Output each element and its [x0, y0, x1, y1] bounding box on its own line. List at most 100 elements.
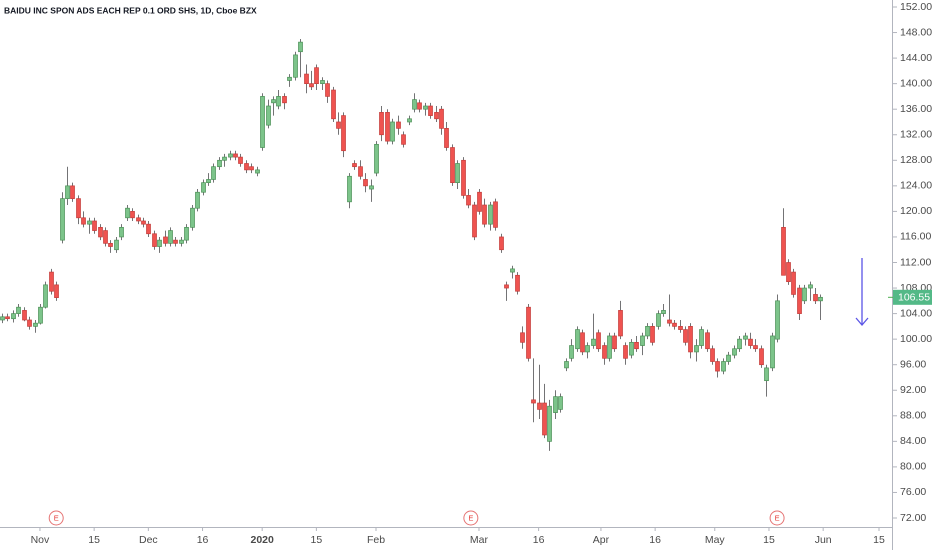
candle — [537, 364, 542, 419]
candle-body — [748, 338, 753, 346]
candle — [499, 233, 504, 253]
y-tick-label: 104.00 — [900, 307, 932, 319]
candle — [358, 160, 363, 180]
earnings-label: E — [54, 513, 59, 522]
candle-body — [786, 262, 791, 283]
candle-body — [537, 402, 542, 410]
candle — [786, 259, 791, 285]
candle-body — [455, 163, 460, 184]
candle-body — [743, 335, 748, 340]
candle — [65, 166, 70, 206]
x-tick-label: Jun — [815, 534, 832, 546]
candle — [309, 70, 314, 91]
candle — [439, 106, 444, 135]
candle-body — [526, 306, 531, 359]
y-tick-label: 88.00 — [900, 410, 926, 422]
candle-body — [304, 73, 309, 84]
candle-body — [407, 118, 412, 123]
candle — [596, 329, 601, 352]
candle — [721, 358, 726, 375]
candle-body — [591, 338, 596, 346]
candle-body — [390, 121, 395, 142]
candle-body — [607, 335, 612, 359]
candle — [705, 329, 710, 352]
candle-body — [201, 182, 206, 193]
candle — [477, 189, 482, 215]
candle — [16, 304, 21, 317]
candle-body — [331, 89, 336, 120]
y-tick-label: 148.00 — [900, 26, 932, 38]
candle — [683, 326, 688, 346]
candle-body — [217, 159, 222, 168]
candle — [11, 310, 16, 323]
candle-body — [119, 227, 124, 238]
candle — [612, 332, 617, 352]
chart-title: BAIDU INC SPON ADS EACH REP 0.1 ORD SHS,… — [4, 5, 257, 15]
candle-body — [396, 121, 401, 129]
candle-body — [54, 284, 59, 298]
candle-body — [81, 217, 86, 225]
candle — [146, 220, 151, 237]
candle — [715, 358, 720, 378]
candle-body — [764, 367, 769, 382]
x-tick-label: 2020 — [250, 534, 274, 546]
candle-body — [358, 166, 363, 177]
candle — [195, 189, 200, 212]
candle — [244, 160, 249, 174]
candle-body — [49, 271, 54, 292]
candle — [168, 227, 173, 247]
candle-body — [43, 284, 48, 308]
candle — [206, 173, 211, 186]
candle — [282, 93, 287, 110]
candle — [49, 268, 54, 295]
y-tick-label: 72.00 — [900, 512, 926, 524]
x-tick-label: 15 — [763, 534, 775, 546]
candle — [618, 300, 623, 340]
candle-body — [553, 396, 558, 413]
candle-body — [352, 163, 357, 168]
candle — [293, 51, 298, 81]
candle — [119, 224, 124, 241]
candle-body — [797, 287, 802, 314]
candle — [737, 335, 742, 352]
last-price-box — [893, 289, 932, 305]
candle-body — [108, 242, 113, 247]
candle — [575, 326, 580, 352]
candle-body — [444, 128, 449, 148]
y-tick-label: 120.00 — [900, 205, 932, 217]
candle — [526, 304, 531, 362]
candle-body — [287, 76, 292, 81]
candle — [726, 351, 731, 365]
candle-body — [623, 345, 628, 359]
candle-body — [309, 83, 314, 88]
candle — [81, 211, 86, 228]
candle — [266, 99, 271, 129]
candle-body — [564, 361, 569, 369]
candle — [22, 307, 27, 322]
candle-body — [618, 310, 623, 337]
candle — [634, 335, 639, 352]
earnings-marker: E — [463, 510, 479, 526]
candle — [396, 115, 401, 135]
candle-body — [515, 274, 520, 292]
candle-body — [228, 153, 233, 158]
candle — [764, 364, 769, 397]
candle — [390, 118, 395, 145]
candle — [645, 323, 650, 340]
candle — [553, 390, 558, 419]
candle — [136, 214, 141, 225]
candle-body — [130, 211, 135, 219]
candle — [428, 102, 433, 119]
candle — [255, 166, 260, 177]
candle — [407, 115, 412, 126]
candle — [108, 240, 113, 253]
y-tick-label: 92.00 — [900, 384, 926, 396]
candle-body — [759, 348, 764, 366]
candle — [623, 342, 628, 365]
candle — [92, 217, 97, 234]
candle-body — [813, 294, 818, 302]
earnings-marker: E — [48, 510, 64, 526]
candle — [564, 358, 569, 372]
candle-body — [575, 329, 580, 350]
